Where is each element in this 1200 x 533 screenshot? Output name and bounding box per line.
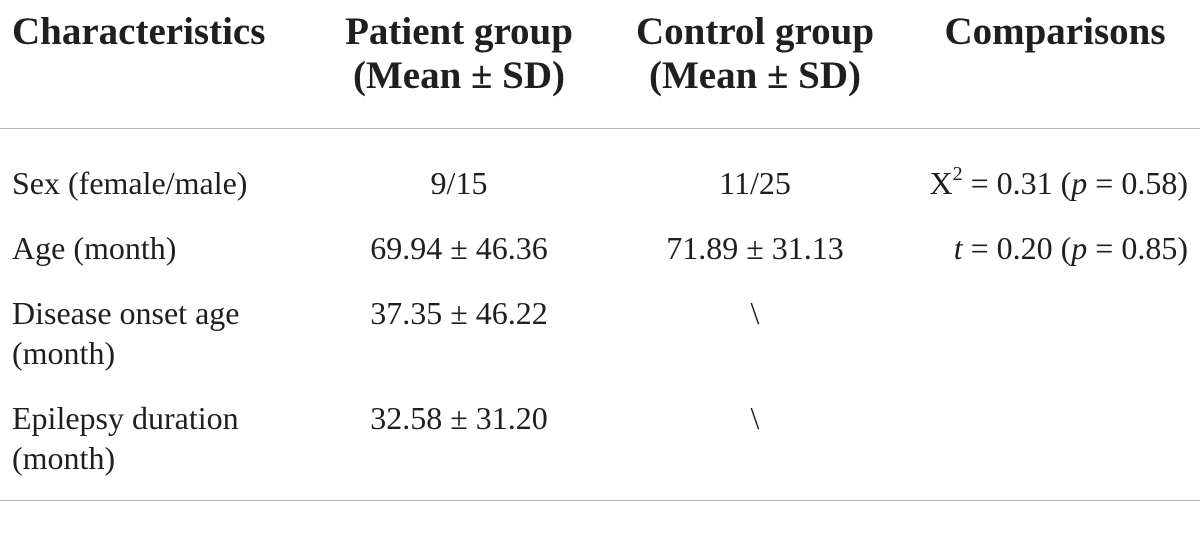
cell-characteristic: Age (month) bbox=[0, 228, 318, 293]
characteristic-label: Sex (female/male) bbox=[12, 165, 248, 201]
header-characteristics: Characteristics bbox=[0, 0, 318, 129]
header-characteristics-label: Characteristics bbox=[12, 10, 266, 53]
cell-comparison: t = 0.20 (p = 0.85) bbox=[910, 228, 1200, 293]
cell-patient-value: 37.35 ± 46.22 bbox=[370, 295, 548, 331]
characteristic-label-cont: (month) bbox=[12, 335, 116, 371]
table-row: Disease onset age (month) 37.35 ± 46.22 … bbox=[0, 293, 1200, 398]
characteristic-label: Epilepsy duration bbox=[12, 400, 239, 436]
table-row: Sex (female/male) 9/15 11/25 X2 = 0.31 (… bbox=[0, 129, 1200, 229]
table-header: Characteristics Patient group (Mean ± SD… bbox=[0, 0, 1200, 129]
cell-comparison: X2 = 0.31 (p = 0.58) bbox=[910, 129, 1200, 229]
cell-control-value: \ bbox=[600, 398, 910, 501]
cell-comparison bbox=[910, 398, 1200, 501]
table-row: Epilepsy duration (month) 32.58 ± 31.20 … bbox=[0, 398, 1200, 501]
cell-characteristic: Epilepsy duration (month) bbox=[0, 398, 318, 501]
cell-characteristic: Sex (female/male) bbox=[0, 129, 318, 229]
table-row: Age (month) 69.94 ± 46.36 71.89 ± 31.13 … bbox=[0, 228, 1200, 293]
header-comparisons-label: Comparisons bbox=[944, 10, 1166, 53]
cell-control-value: 71.89 ± 31.13 bbox=[666, 230, 844, 266]
stat-symbol: t bbox=[953, 230, 963, 266]
p-value: = 0.58) bbox=[1087, 165, 1188, 201]
header-patient-line1: Patient group bbox=[345, 10, 573, 53]
p-value: = 0.85) bbox=[1087, 230, 1188, 266]
header-comparisons: Comparisons bbox=[910, 0, 1200, 129]
header-patient-group: Patient group (Mean ± SD) bbox=[318, 0, 600, 129]
stat-symbol: X bbox=[929, 165, 953, 201]
cell-control-value: 11/25 bbox=[719, 165, 791, 201]
table-body: Sex (female/male) 9/15 11/25 X2 = 0.31 (… bbox=[0, 129, 1200, 501]
stat-value: = 0.31 ( bbox=[962, 165, 1072, 201]
header-control-line2: (Mean ± SD) bbox=[648, 54, 862, 97]
cell-patient-value: 9/15 bbox=[430, 165, 488, 201]
header-control-line1: Control group bbox=[635, 10, 875, 53]
stat-value: = 0.20 ( bbox=[962, 230, 1072, 266]
p-symbol: p bbox=[1071, 230, 1088, 266]
characteristic-label: Age (month) bbox=[12, 230, 177, 266]
cell-characteristic: Disease onset age (month) bbox=[0, 293, 318, 398]
p-symbol: p bbox=[1071, 165, 1088, 201]
header-row: Characteristics Patient group (Mean ± SD… bbox=[0, 0, 1200, 129]
characteristics-table: Characteristics Patient group (Mean ± SD… bbox=[0, 0, 1200, 501]
cell-comparison bbox=[910, 293, 1200, 398]
cell-patient-value: 32.58 ± 31.20 bbox=[318, 398, 600, 501]
cell-control-value: \ bbox=[750, 295, 760, 331]
characteristic-label-cont: (month) bbox=[12, 440, 116, 476]
cell-patient-value: 69.94 ± 46.36 bbox=[370, 230, 548, 266]
header-patient-line2: (Mean ± SD) bbox=[352, 54, 566, 97]
stat-superscript: 2 bbox=[952, 163, 963, 185]
header-control-group: Control group (Mean ± SD) bbox=[600, 0, 910, 129]
characteristic-label: Disease onset age bbox=[12, 295, 240, 331]
